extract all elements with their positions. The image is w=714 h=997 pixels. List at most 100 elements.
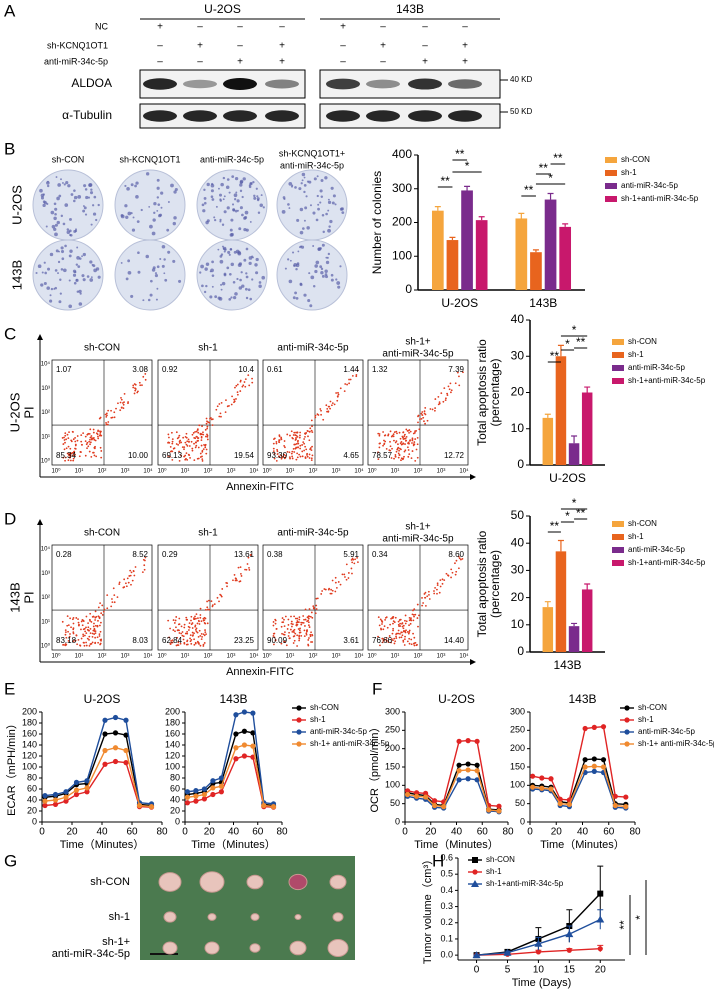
event-dot	[391, 447, 393, 450]
event-dot	[310, 429, 313, 432]
event-dot	[414, 641, 417, 644]
series-line	[187, 744, 274, 808]
colony	[235, 191, 238, 194]
event-dot	[403, 435, 406, 438]
colony	[201, 284, 204, 288]
event-dot	[316, 413, 319, 416]
colony	[332, 194, 336, 198]
event-dot	[334, 576, 337, 579]
legend-label: sh-1+anti-miR-34c-5p	[628, 558, 706, 567]
point	[600, 764, 607, 770]
point	[472, 857, 478, 863]
event-dot	[385, 616, 388, 618]
point	[582, 764, 588, 770]
colony	[78, 289, 82, 294]
sign: –	[197, 22, 203, 33]
sign: +	[279, 57, 285, 68]
sign: –	[279, 22, 285, 33]
point	[539, 785, 545, 791]
event-dot	[177, 641, 180, 644]
event-dot	[431, 408, 434, 411]
event-dot	[204, 446, 207, 449]
legend-swatch	[612, 365, 624, 371]
event-dot	[206, 435, 209, 438]
legend-label: sh-1+anti-miR-34c-5p	[628, 376, 706, 385]
event-dot	[216, 405, 219, 408]
event-dot	[275, 459, 278, 462]
event-dot	[134, 387, 136, 390]
colony	[244, 215, 248, 220]
colony	[210, 183, 215, 188]
colony	[213, 216, 216, 219]
event-dot	[101, 614, 104, 616]
colony	[238, 286, 243, 290]
y-tick-label: 100	[510, 780, 525, 790]
colony	[69, 233, 72, 237]
colony	[236, 277, 239, 281]
event-dot	[170, 431, 173, 434]
y-tick-label: 30	[511, 348, 525, 362]
point	[624, 717, 630, 723]
event-dot	[99, 433, 102, 435]
event-dot	[202, 617, 205, 620]
row-label: sh-KCNQ1OT1	[47, 40, 108, 50]
series-line	[532, 770, 626, 809]
event-dot	[197, 431, 200, 434]
event-dot	[177, 436, 180, 439]
series-line	[407, 778, 500, 813]
legend-label: sh-1	[628, 532, 644, 541]
event-dot	[410, 638, 413, 641]
point	[73, 791, 80, 798]
colony	[248, 261, 252, 266]
quadrant-value: 23.25	[234, 636, 255, 645]
event-dot	[276, 453, 279, 455]
event-dot	[225, 399, 227, 402]
event-dot	[320, 413, 322, 416]
event-dot	[320, 409, 322, 412]
colony	[302, 227, 305, 230]
event-dot	[289, 434, 291, 437]
sign: –	[422, 41, 428, 52]
event-dot	[218, 403, 221, 405]
event-dot	[199, 433, 202, 436]
colony	[284, 267, 287, 270]
x-tick-label: 10⁰	[367, 653, 377, 660]
event-dot	[284, 454, 287, 457]
plot-frame	[51, 544, 153, 651]
event-dot	[309, 615, 312, 618]
event-dot	[200, 444, 203, 447]
colony	[49, 294, 52, 297]
event-dot	[132, 384, 135, 387]
quadrant-value: 3.08	[132, 365, 148, 374]
error-bar	[518, 212, 525, 219]
event-dot	[351, 561, 354, 564]
point	[530, 773, 536, 779]
event-dot	[402, 624, 405, 627]
colony	[148, 205, 151, 208]
event-dot	[132, 570, 135, 573]
colony	[57, 183, 61, 187]
point	[296, 741, 302, 747]
event-dot	[408, 429, 411, 431]
colony	[303, 176, 306, 179]
event-dot	[132, 386, 135, 389]
point	[184, 789, 191, 795]
event-dot	[295, 621, 298, 624]
event-dot	[139, 384, 142, 387]
colony	[95, 218, 98, 222]
event-dot	[276, 448, 279, 451]
event-dot	[128, 575, 131, 577]
sign: +	[422, 57, 428, 68]
colony	[62, 268, 67, 273]
event-dot	[300, 623, 303, 626]
event-dot	[98, 434, 101, 437]
event-dot	[122, 407, 125, 410]
row-label: anti-miR-34c-5p	[52, 948, 130, 960]
row-label: sh-CON	[90, 876, 130, 888]
legend-swatch	[612, 352, 624, 358]
colony	[49, 252, 54, 257]
colony	[287, 203, 290, 206]
colony	[135, 181, 139, 185]
colony	[46, 181, 50, 185]
point	[413, 793, 420, 799]
